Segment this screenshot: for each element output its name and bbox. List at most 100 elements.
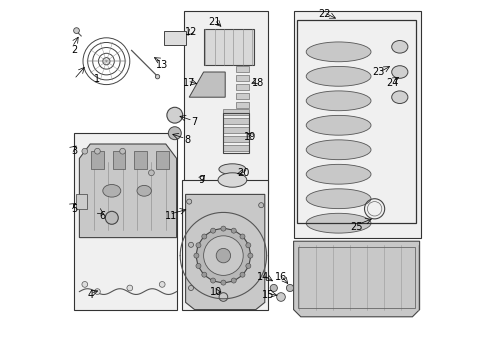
Ellipse shape xyxy=(137,185,151,196)
Text: 14: 14 xyxy=(257,272,269,282)
Circle shape xyxy=(120,148,125,154)
Ellipse shape xyxy=(103,185,121,197)
Circle shape xyxy=(189,285,194,291)
Circle shape xyxy=(248,253,253,258)
Ellipse shape xyxy=(218,173,247,187)
Polygon shape xyxy=(79,144,176,238)
Circle shape xyxy=(286,284,294,292)
Bar xyxy=(223,113,248,153)
Text: 25: 25 xyxy=(350,222,363,232)
Circle shape xyxy=(231,228,236,233)
Ellipse shape xyxy=(306,164,371,184)
Circle shape xyxy=(196,243,201,248)
Bar xyxy=(91,151,104,169)
Text: 7: 7 xyxy=(192,117,198,127)
Text: 8: 8 xyxy=(184,135,191,145)
Bar xyxy=(223,136,248,142)
Text: 3: 3 xyxy=(71,146,77,156)
Text: 24: 24 xyxy=(387,78,399,88)
Circle shape xyxy=(259,203,264,208)
Ellipse shape xyxy=(306,42,371,62)
Circle shape xyxy=(127,285,133,291)
Ellipse shape xyxy=(306,213,371,233)
Bar xyxy=(236,66,248,72)
Circle shape xyxy=(204,236,243,275)
Bar xyxy=(182,180,269,310)
Bar xyxy=(236,84,248,90)
Circle shape xyxy=(246,264,251,269)
Bar xyxy=(156,151,169,169)
Bar xyxy=(223,118,248,124)
Bar xyxy=(204,29,254,65)
Polygon shape xyxy=(189,72,225,97)
Circle shape xyxy=(211,278,216,283)
Circle shape xyxy=(187,199,192,204)
Bar xyxy=(74,133,176,310)
Text: 4: 4 xyxy=(87,290,93,300)
Circle shape xyxy=(105,211,118,224)
Bar xyxy=(236,93,248,99)
Circle shape xyxy=(167,107,183,123)
Bar xyxy=(236,75,248,81)
Ellipse shape xyxy=(306,67,371,86)
Circle shape xyxy=(194,253,199,258)
Circle shape xyxy=(189,242,194,247)
Text: 15: 15 xyxy=(262,290,274,300)
Ellipse shape xyxy=(306,115,371,135)
Circle shape xyxy=(159,282,165,287)
Polygon shape xyxy=(186,194,265,310)
Circle shape xyxy=(240,234,245,239)
Bar xyxy=(134,151,147,169)
Text: 17: 17 xyxy=(183,78,196,88)
Bar xyxy=(113,151,125,169)
Text: 9: 9 xyxy=(199,175,205,185)
Circle shape xyxy=(216,248,231,263)
Text: 16: 16 xyxy=(275,272,287,282)
Ellipse shape xyxy=(306,91,371,111)
Bar xyxy=(297,20,416,223)
Circle shape xyxy=(95,289,100,294)
Polygon shape xyxy=(294,241,419,317)
Text: 6: 6 xyxy=(100,211,106,221)
Text: 18: 18 xyxy=(251,78,264,88)
Text: 13: 13 xyxy=(156,60,169,70)
Text: 20: 20 xyxy=(237,168,249,178)
Circle shape xyxy=(82,148,88,154)
Bar xyxy=(184,11,269,194)
Circle shape xyxy=(221,226,226,231)
Circle shape xyxy=(74,28,79,33)
Ellipse shape xyxy=(306,140,371,160)
Circle shape xyxy=(211,228,216,233)
Circle shape xyxy=(202,272,207,277)
Circle shape xyxy=(277,293,285,301)
Text: 2: 2 xyxy=(71,45,77,55)
Text: 1: 1 xyxy=(95,74,100,84)
Text: 12: 12 xyxy=(185,27,197,37)
Circle shape xyxy=(95,148,100,154)
Text: 23: 23 xyxy=(372,67,384,77)
Bar xyxy=(223,127,248,133)
Circle shape xyxy=(148,170,154,176)
Ellipse shape xyxy=(392,91,408,104)
Circle shape xyxy=(196,229,250,283)
Bar xyxy=(223,145,248,151)
Bar xyxy=(76,194,87,209)
Bar xyxy=(294,11,421,238)
Ellipse shape xyxy=(392,66,408,78)
Circle shape xyxy=(246,243,251,248)
Circle shape xyxy=(202,234,207,239)
Circle shape xyxy=(82,282,88,287)
Circle shape xyxy=(196,264,201,269)
Circle shape xyxy=(169,127,181,140)
Ellipse shape xyxy=(306,189,371,209)
Bar xyxy=(164,31,186,45)
Ellipse shape xyxy=(219,164,246,175)
Bar xyxy=(223,109,248,115)
Circle shape xyxy=(240,272,245,277)
Circle shape xyxy=(231,278,236,283)
Text: 19: 19 xyxy=(245,132,257,142)
Text: 11: 11 xyxy=(165,211,177,221)
Bar xyxy=(236,102,248,108)
Circle shape xyxy=(155,75,160,79)
Text: 22: 22 xyxy=(318,9,330,19)
